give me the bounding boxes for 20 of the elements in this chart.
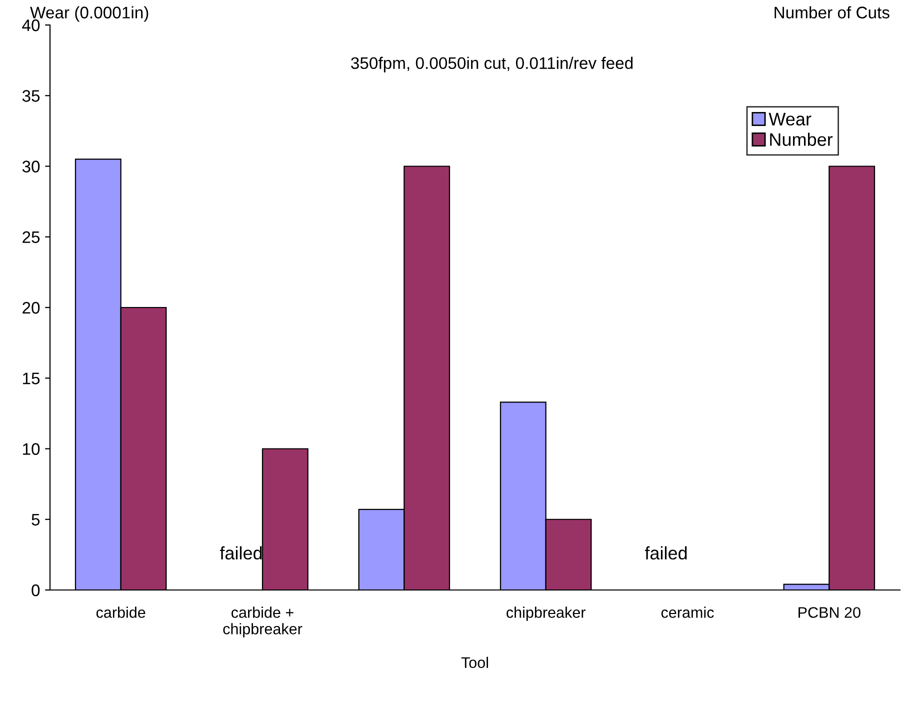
x-tick-label: PCBN 20	[798, 607, 860, 618]
legend-label: Number	[770, 132, 833, 146]
x-tick-label: carbide	[96, 606, 146, 618]
y2-axis-title: Number of Cuts	[774, 6, 890, 18]
y-tick-label: 30	[22, 160, 40, 172]
text: 350fpm, 0.0050in cut, 0.011in/rev feed	[351, 56, 633, 72]
y-tick-label: 10	[23, 443, 40, 455]
y-tick-label: 20	[22, 302, 40, 314]
y-tick-label: 35	[22, 90, 40, 102]
y-tick-label: 5	[32, 514, 40, 526]
legend-label: Wear	[768, 112, 812, 126]
x-tick-label: chipbreaker	[506, 606, 586, 621]
y-tick-label: 0	[32, 584, 40, 596]
y-tick-label: 25	[22, 231, 40, 244]
annotation: failed	[644, 546, 687, 560]
x-axis-title: Tool	[461, 656, 488, 668]
x-tick-label: ceramic	[661, 606, 714, 618]
x-tick-label: carbide + chipbreaker	[223, 606, 302, 638]
annotation: failed	[220, 546, 262, 560]
y-tick-label: 15	[23, 372, 40, 384]
